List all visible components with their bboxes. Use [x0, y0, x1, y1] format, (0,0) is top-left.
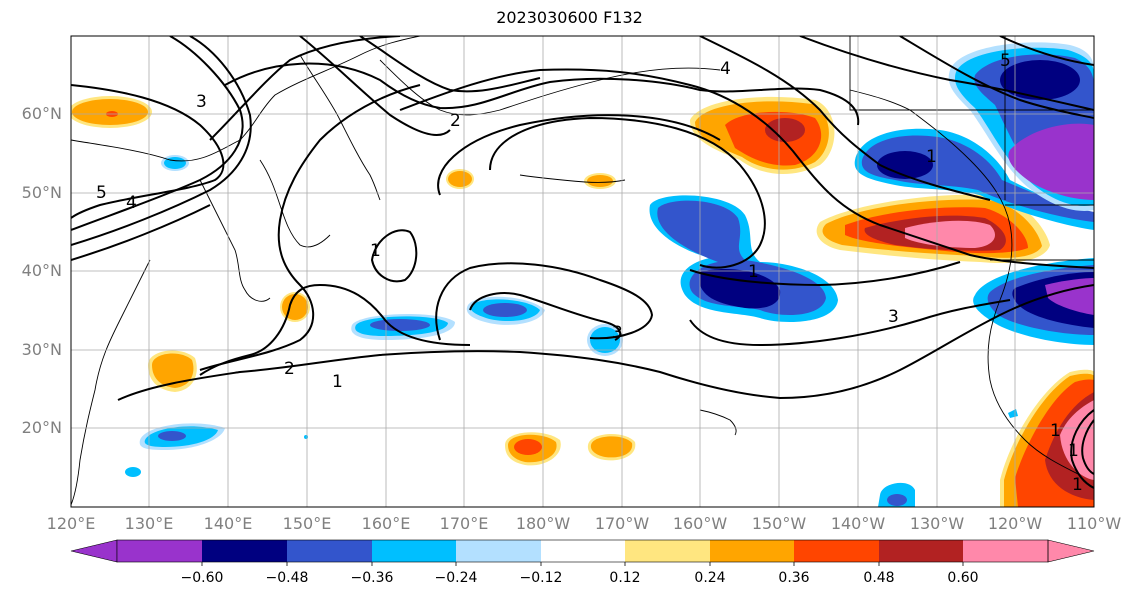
contour-label: 1 — [926, 147, 937, 167]
contour-label: 2 — [284, 359, 295, 379]
colorbar-segment — [456, 540, 541, 562]
colorbar-tick-label: 0.48 — [863, 570, 895, 586]
contour-label: 2 — [450, 111, 461, 131]
colorbar-tick-label: −0.48 — [265, 570, 309, 586]
lon-label: 160°E — [361, 514, 411, 533]
lat-label: 40°N — [21, 261, 62, 280]
plot-frame — [70, 35, 1095, 508]
contour-label: 3 — [196, 92, 207, 112]
lat-label: 50°N — [21, 183, 62, 202]
lat-label: 30°N — [21, 340, 62, 359]
lon-label: 150°W — [751, 514, 807, 533]
lon-label: 110°W — [1066, 514, 1122, 533]
lat-label: 60°N — [21, 104, 62, 123]
colorbar — [70, 539, 1095, 566]
contour-label: 1 — [1068, 441, 1079, 461]
contour-label: 1 — [748, 262, 759, 282]
colorbar-tick-label: −0.36 — [350, 570, 394, 586]
colorbar-segment — [710, 540, 794, 562]
colorbar-high-arrow — [1047, 539, 1095, 563]
lon-label: 170°E — [439, 514, 489, 533]
colorbar-tick-label: −0.24 — [434, 570, 478, 586]
colorbar-segment — [287, 540, 372, 562]
contour-label: 3 — [888, 307, 899, 327]
lon-label: 150°E — [282, 514, 332, 533]
colorbar-segment — [794, 540, 879, 562]
contour-lines — [71, 36, 1094, 489]
colorbar-tick-label: 0.12 — [609, 570, 641, 586]
lat-label: 20°N — [21, 418, 62, 437]
colorbar-tick-label: 0.24 — [694, 570, 726, 586]
lon-label: 180°W — [515, 514, 571, 533]
colorbar-tick-label: −0.60 — [180, 570, 224, 586]
contour-label: 1 — [370, 241, 381, 261]
map-title: 2023030600 F132 — [496, 8, 643, 27]
colorbar-segment — [963, 540, 1048, 562]
lon-label: 140°W — [830, 514, 886, 533]
contour-label: 5 — [1000, 51, 1011, 71]
colorbar-segment — [625, 540, 710, 562]
contour-label: 4 — [126, 193, 137, 213]
contour-label: 5 — [96, 183, 107, 203]
colorbar-segment — [202, 540, 287, 562]
lon-label: 170°W — [594, 514, 650, 533]
lon-label: 120°E — [46, 514, 96, 533]
contour-label: 1 — [1050, 421, 1061, 441]
lon-label: 140°E — [203, 514, 253, 533]
contour-labels: 5 4 3 2 1 1 2 1 1 3 3 4 5 1 1 1 — [96, 51, 1083, 495]
colorbar-tick-label: 0.36 — [778, 570, 810, 586]
colorbar-low-arrow — [70, 539, 118, 563]
contour-label: 1 — [1072, 475, 1083, 495]
colorbar-segment — [541, 540, 625, 562]
contour-label: 1 — [332, 372, 343, 392]
colorbar-tick-label: 0.60 — [947, 570, 979, 586]
lon-label: 160°W — [672, 514, 728, 533]
colorbar-segment — [372, 540, 456, 562]
contour-label: 4 — [720, 59, 731, 79]
colorbar-segment — [879, 540, 963, 562]
lon-label: 120°W — [987, 514, 1043, 533]
plot-background — [71, 36, 1094, 507]
lon-label: 130°E — [124, 514, 174, 533]
colorbar-tick-label: −0.12 — [519, 570, 563, 586]
contour-label: 3 — [612, 323, 623, 343]
lon-label: 130°W — [909, 514, 965, 533]
colorbar-segment — [117, 540, 202, 562]
